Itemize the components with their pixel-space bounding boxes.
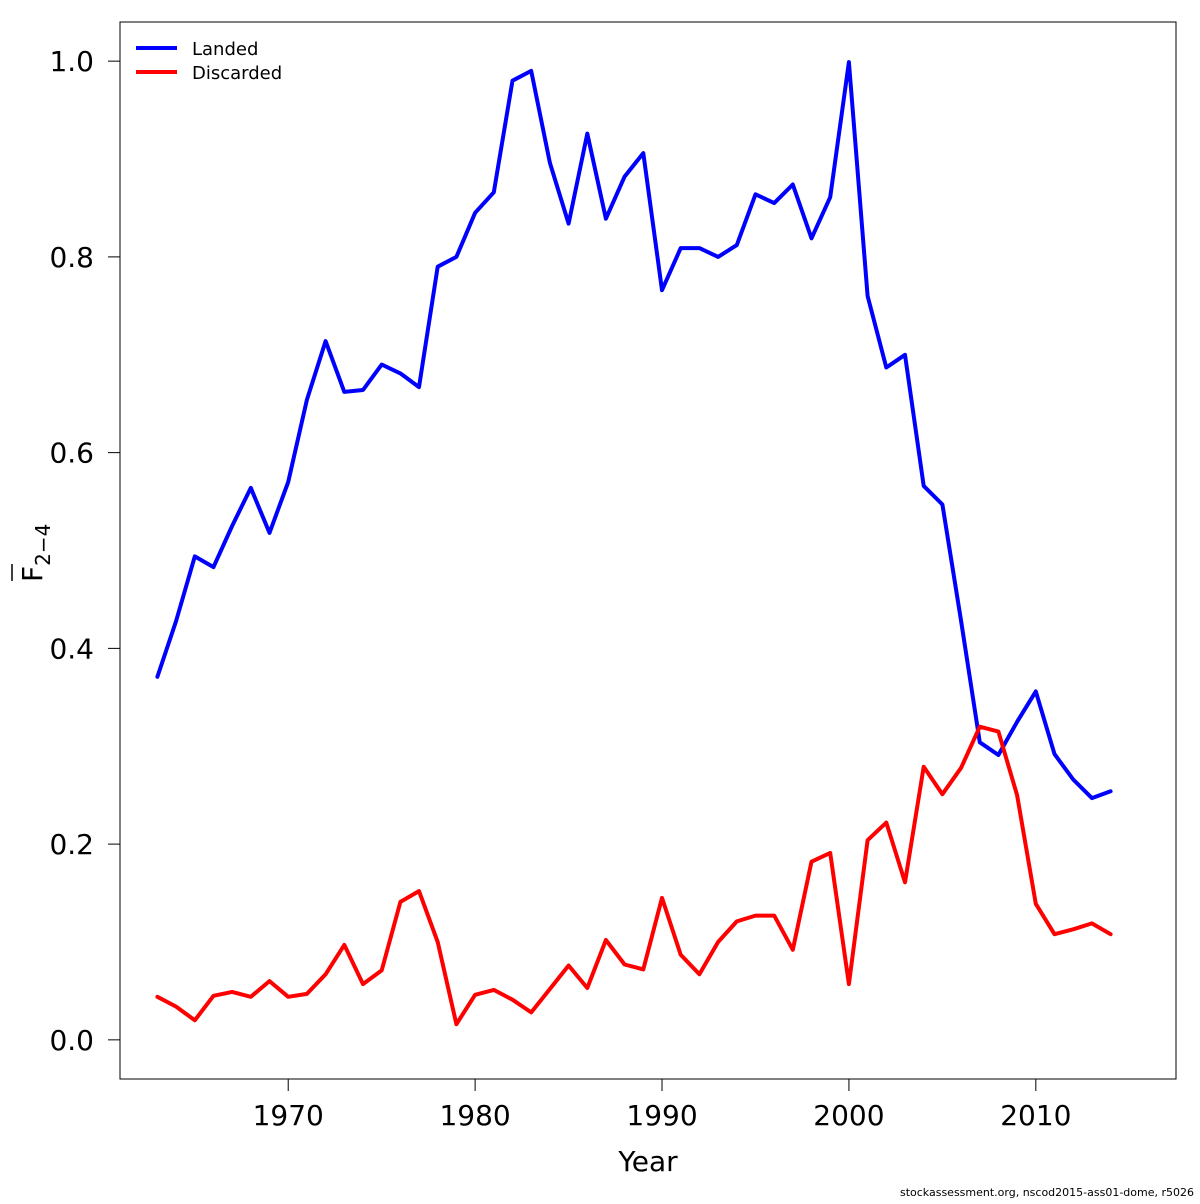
x-tick-label: 1990 [626, 1099, 697, 1132]
x-tick-label: 1970 [253, 1099, 324, 1132]
plot-frame [119, 21, 1177, 1080]
y-tick-label: 1.0 [49, 45, 94, 78]
x-tick-label: 2010 [1000, 1099, 1071, 1132]
svg-text:F2−4: F2−4 [16, 524, 55, 582]
y-tick-label: 0.0 [49, 1024, 94, 1057]
x-axis-title: Year [617, 1145, 678, 1178]
legend-label-landed: Landed [192, 39, 258, 60]
y-tick-label: 0.8 [49, 241, 94, 274]
legend-label-discarded: Discarded [192, 63, 282, 84]
y-tick-label: 0.4 [49, 632, 94, 665]
y-axis-title-symbol: F [16, 566, 49, 582]
y-tick-label: 0.6 [49, 437, 94, 470]
x-tick-label: 1980 [439, 1099, 510, 1132]
x-tick-label: 2000 [813, 1099, 884, 1132]
series-layer [155, 60, 1113, 1027]
y-axis: 0.0 0.2 0.4 0.6 0.8 1.0 [49, 45, 120, 1057]
footer-credit: stockassessment.org, nscod2015-ass01-dom… [900, 1186, 1194, 1199]
series-line-landed [155, 60, 1113, 801]
y-axis-title: F2−4 [11, 524, 55, 582]
x-axis: 1970 1980 1990 2000 2010 [253, 1079, 1071, 1132]
y-axis-title-subscript: 2−4 [31, 524, 55, 566]
series-line-discarded [155, 724, 1113, 1027]
legend: Landed Discarded [136, 39, 282, 84]
y-tick-label: 0.2 [49, 828, 94, 861]
